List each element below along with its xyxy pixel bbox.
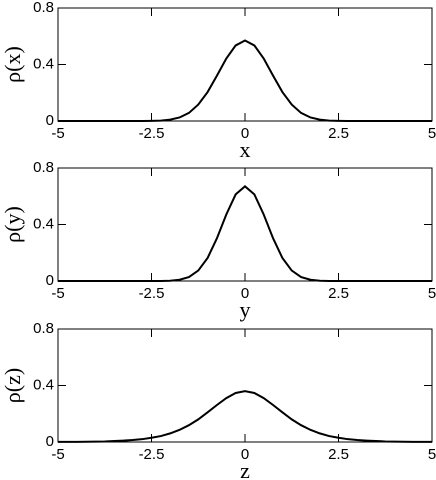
y-tick-label: 0 bbox=[46, 112, 54, 129]
x-tick-label: -5 bbox=[51, 446, 64, 463]
curve bbox=[58, 39, 432, 122]
x-tick-label: 0 bbox=[241, 125, 249, 142]
y-axis-label: ρ(x) bbox=[0, 46, 25, 83]
x-tick-label: 2.5 bbox=[328, 446, 349, 463]
curve bbox=[58, 185, 432, 282]
x-tick-label: -5 bbox=[51, 285, 64, 302]
x-tick-label: -2.5 bbox=[139, 446, 165, 463]
x-tick-label: 5 bbox=[428, 285, 436, 302]
x-tick-label: 2.5 bbox=[328, 285, 349, 302]
y-tick-label: 0 bbox=[46, 433, 54, 450]
x-axis-label: x bbox=[240, 137, 251, 162]
plot-frame bbox=[57, 167, 433, 282]
y-tick-label: 0.4 bbox=[33, 215, 54, 232]
x-tick-label: -2.5 bbox=[139, 125, 165, 142]
plot-frame bbox=[57, 328, 433, 443]
x-tick-label: 0 bbox=[241, 285, 249, 302]
y-axis-label: ρ(y) bbox=[0, 206, 25, 243]
x-axis-label: z bbox=[240, 458, 250, 480]
y-axis-label: ρ(z) bbox=[0, 368, 25, 403]
x-tick-label: -5 bbox=[51, 125, 64, 142]
curve bbox=[58, 390, 432, 443]
plot-frame bbox=[57, 7, 433, 122]
y-tick-label: 0.4 bbox=[33, 55, 54, 72]
y-tick-label: 0 bbox=[46, 272, 54, 289]
x-tick-label: 5 bbox=[428, 125, 436, 142]
y-tick-label: 0.4 bbox=[33, 376, 54, 393]
x-tick-label: 0 bbox=[241, 446, 249, 463]
x-tick-label: 5 bbox=[428, 446, 436, 463]
x-tick-label: 2.5 bbox=[328, 125, 349, 142]
x-axis-label: y bbox=[240, 297, 251, 322]
y-tick-label: 0.8 bbox=[33, 0, 54, 16]
x-tick-label: -2.5 bbox=[139, 285, 165, 302]
y-tick-label: 0.8 bbox=[33, 320, 54, 337]
y-tick-label: 0.8 bbox=[33, 159, 54, 176]
